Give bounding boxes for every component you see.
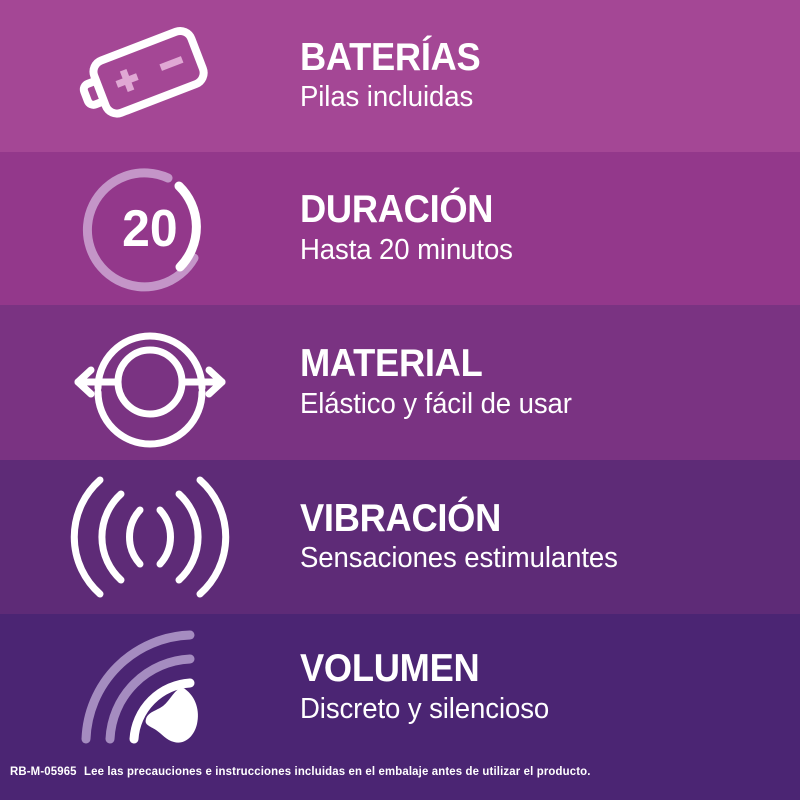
- disclaimer-text: Lee las precauciones e instrucciones inc…: [84, 765, 591, 778]
- footer-disclaimer-bar: RB-M-05965 Lee las precauciones e instru…: [0, 762, 800, 800]
- duration-value: 20: [122, 199, 178, 257]
- feature-band-baterias: BATERÍAS Pilas incluidas: [0, 0, 800, 153]
- feature-text-container: VOLUMEN Discreto y silencioso: [300, 649, 800, 726]
- feature-icon-container: 20: [0, 166, 300, 292]
- duration-ring-20-icon: 20: [82, 167, 201, 291]
- feature-subtitle: Pilas incluidas: [300, 81, 474, 114]
- feature-title: DURACIÓN: [300, 188, 494, 232]
- stretch-arrows-icon: [74, 332, 226, 448]
- feature-band-duracion: 20 DURACIÓN Hasta 20 minutos: [0, 152, 800, 305]
- feature-text-container: BATERÍAS Pilas incluidas: [300, 35, 800, 115]
- feature-title: MATERIAL: [300, 341, 483, 385]
- feature-subtitle: Hasta 20 minutos: [300, 233, 513, 266]
- feature-band-volumen: VOLUMEN Discreto y silencioso: [0, 614, 800, 762]
- feature-text-container: MATERIAL Elástico y fácil de usar: [300, 344, 800, 421]
- vibration-waves-icon: [70, 476, 230, 598]
- feature-title: VIBRACIÓN: [300, 496, 502, 540]
- feature-icon-container: [0, 472, 300, 602]
- feature-text-container: DURACIÓN Hasta 20 minutos: [300, 190, 800, 267]
- battery-icon: [79, 27, 208, 118]
- speaker-volume-icon: [81, 630, 198, 744]
- feature-title: VOLUMEN: [300, 647, 480, 691]
- feature-band-material: MATERIAL Elástico y fácil de usar: [0, 304, 800, 460]
- feature-band-vibracion: VIBRACIÓN Sensaciones estimulantes: [0, 459, 800, 615]
- feature-title: BATERÍAS: [300, 35, 481, 79]
- feature-subtitle: Elástico y fácil de usar: [300, 387, 572, 420]
- feature-icon-container: [0, 17, 300, 135]
- feature-icon-container: [0, 627, 300, 749]
- feature-icon-container: [0, 317, 300, 448]
- feature-subtitle: Discreto y silencioso: [300, 693, 550, 726]
- product-code: RB-M-05965: [10, 765, 77, 778]
- feature-text-container: VIBRACIÓN Sensaciones estimulantes: [300, 496, 800, 576]
- feature-subtitle: Sensaciones estimulantes: [300, 542, 618, 575]
